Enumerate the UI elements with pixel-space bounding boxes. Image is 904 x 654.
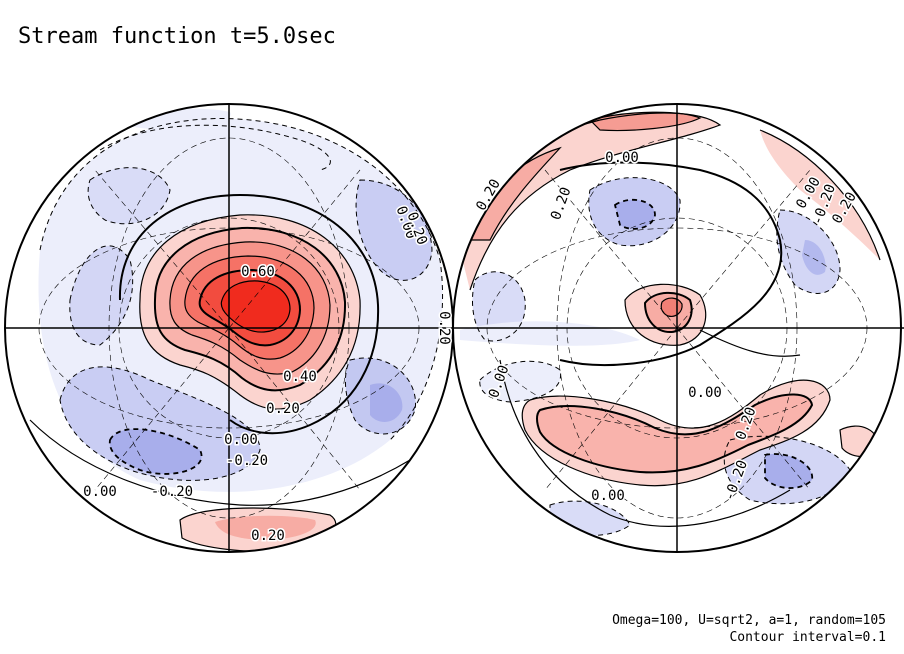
- axes: [5, 104, 904, 552]
- chart-title: Stream function t=5.0sec: [18, 24, 336, 49]
- right-contours: [459, 111, 881, 536]
- right-contour-label: 0.00: [591, 488, 625, 504]
- left-contour-label: 0.00: [224, 432, 258, 448]
- left-contour-label: 0.60: [241, 264, 275, 280]
- right-contour-label: 0.00: [688, 385, 722, 401]
- left-contour-label: 0.20: [251, 528, 285, 544]
- right-contour-label: 0.00: [605, 150, 639, 166]
- left-contour-label: 0.00: [83, 484, 117, 500]
- left-contour-label: 0.20: [436, 311, 452, 345]
- left-contour-label: 0.40: [283, 369, 317, 385]
- left-contour-label: -0.20: [151, 484, 193, 500]
- left-contour-label: 0.20: [266, 401, 300, 417]
- left-contour-label: -0.20: [226, 453, 268, 469]
- run-parameters: Omega=100, U=sqrt2, a=1, random=105: [612, 613, 886, 628]
- contour-interval-note: Contour interval=0.1: [729, 630, 886, 645]
